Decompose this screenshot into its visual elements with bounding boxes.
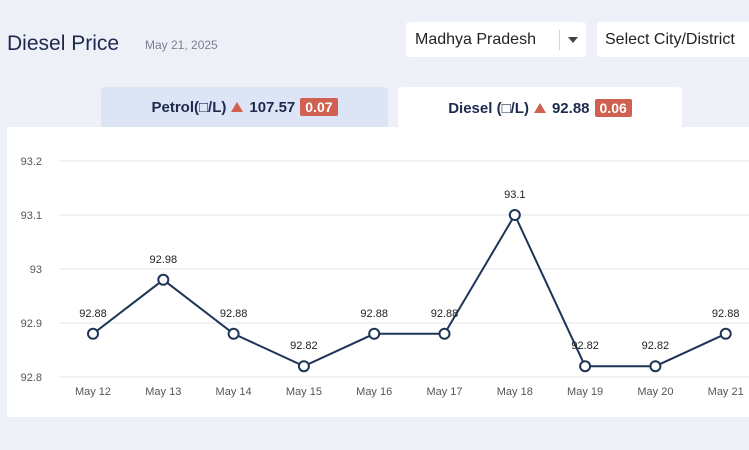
x-tick-label: May 14: [216, 386, 252, 398]
y-tick-label: 93: [30, 264, 42, 276]
data-label: 92.82: [571, 340, 599, 352]
data-point[interactable]: [297, 360, 310, 373]
data-label: 92.88: [431, 308, 459, 320]
state-select[interactable]: Madhya Pradesh: [406, 22, 586, 57]
data-label: 92.88: [360, 308, 388, 320]
price-line-chart: 93.2 93.1 93 92.9 92.8 May 12 May 13 May 14 May…: [21, 156, 749, 398]
chevron-down-icon[interactable]: [560, 36, 586, 43]
tab-diesel-label: Diesel (□/L): [448, 99, 529, 117]
tab-petrol[interactable]: Petrol(□/L) 107.57 0.07: [101, 87, 388, 127]
data-label: 92.88: [712, 308, 740, 320]
city-select-placeholder: Select City/District: [605, 30, 735, 48]
page-title: Diesel Price: [7, 32, 120, 55]
data-point[interactable]: [579, 360, 592, 373]
data-label: 92.88: [79, 308, 107, 320]
y-tick-label: 92.9: [21, 318, 42, 330]
data-label: 92.82: [642, 340, 670, 352]
y-tick-label: 93.1: [21, 210, 42, 222]
x-tick-label: May 21: [708, 386, 744, 398]
data-point[interactable]: [368, 327, 381, 340]
data-point[interactable]: [157, 273, 170, 286]
state-select-value: Madhya Pradesh: [415, 30, 536, 48]
data-point[interactable]: [719, 327, 732, 340]
data-label: 92.82: [290, 340, 318, 352]
tab-petrol-price: 107.57: [249, 98, 296, 116]
trend-up-icon: [533, 103, 546, 113]
data-point[interactable]: [438, 327, 451, 340]
data-point[interactable]: [508, 209, 521, 221]
x-tick-label: May 12: [75, 386, 111, 398]
data-point[interactable]: [227, 327, 240, 340]
tab-petrol-label: Petrol(□/L): [151, 98, 227, 116]
data-point[interactable]: [649, 360, 662, 373]
x-tick-label: May 17: [426, 386, 462, 398]
x-tick-label: May 19: [567, 386, 603, 398]
data-label: 93.1: [504, 189, 525, 201]
series-line: [92, 212, 727, 368]
select-divider: [559, 29, 560, 50]
y-tick-label: 92.8: [21, 372, 42, 384]
x-tick-label: May 16: [356, 386, 392, 398]
chart-panel: 93.2 93.1 93 92.9 92.8 May 12 May 13 May 14 May…: [7, 127, 749, 417]
x-tick-label: May 20: [637, 386, 673, 398]
city-select[interactable]: Select City/District: [597, 22, 749, 57]
x-tick-label: May 15: [286, 386, 322, 398]
tab-diesel-change-badge: 0.06: [594, 99, 632, 117]
trend-up-icon: [231, 102, 244, 112]
data-point[interactable]: [87, 327, 99, 340]
tab-diesel-price: 92.88: [551, 99, 590, 117]
y-tick-label: 93.2: [21, 156, 42, 168]
data-label: 92.88: [220, 308, 248, 320]
tab-petrol-change-badge: 0.07: [300, 98, 338, 116]
x-tick-label: May 18: [497, 386, 533, 398]
data-label: 92.98: [150, 254, 178, 266]
tab-diesel[interactable]: Diesel (□/L) 92.88 0.06: [398, 87, 682, 129]
page-date: May 21, 2025: [145, 38, 218, 52]
x-tick-label: May 13: [145, 386, 181, 398]
